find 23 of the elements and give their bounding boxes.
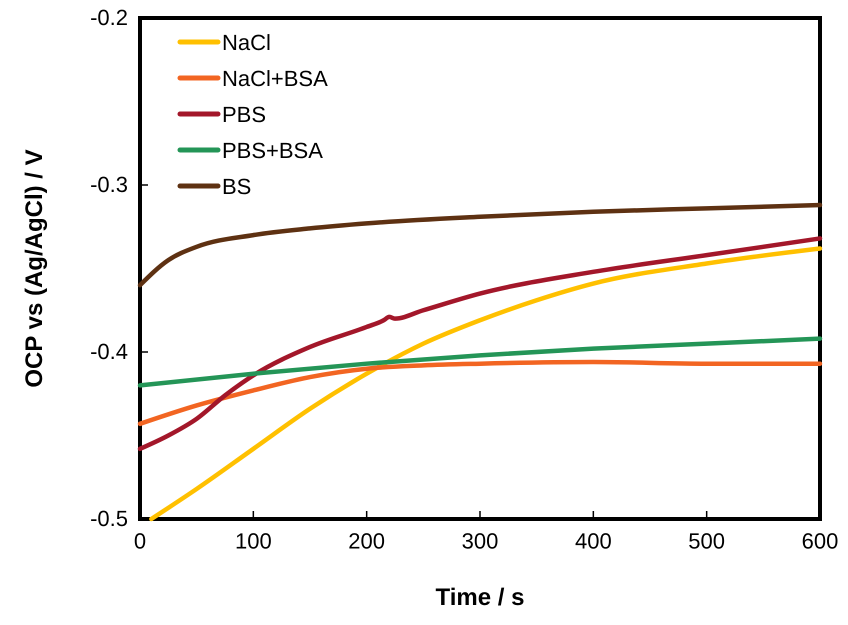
y-tick-label: -0.4	[90, 339, 128, 364]
x-tick-label: 600	[802, 528, 838, 554]
line-series	[149, 246, 822, 522]
y-axis-title: OCP vs (Ag/AgCl) / V	[21, 149, 48, 388]
legend-label: BS	[222, 174, 252, 199]
line-series	[138, 360, 822, 426]
y-tick-label: -0.5	[90, 506, 128, 532]
y-tick-label: -0.2	[90, 5, 128, 30]
legend-label: PBS+BSA	[222, 138, 324, 163]
line-series	[138, 202, 822, 288]
line-series	[138, 336, 822, 388]
legend-label: NaCl	[222, 30, 271, 55]
x-tick-label: 400	[574, 528, 612, 554]
legend-label: NaCl+BSA	[222, 66, 328, 91]
legend-label: PBS	[222, 102, 266, 127]
x-tick-label: 300	[462, 528, 498, 554]
x-tick-label: 200	[348, 528, 386, 554]
y-tick-label: -0.3	[90, 172, 128, 198]
x-axis-title: Time / s	[436, 584, 524, 611]
x-tick-label: 100	[234, 528, 272, 554]
line-series	[138, 236, 822, 452]
x-tick-label: 500	[688, 528, 726, 554]
x-tick-label: 0	[134, 528, 146, 554]
